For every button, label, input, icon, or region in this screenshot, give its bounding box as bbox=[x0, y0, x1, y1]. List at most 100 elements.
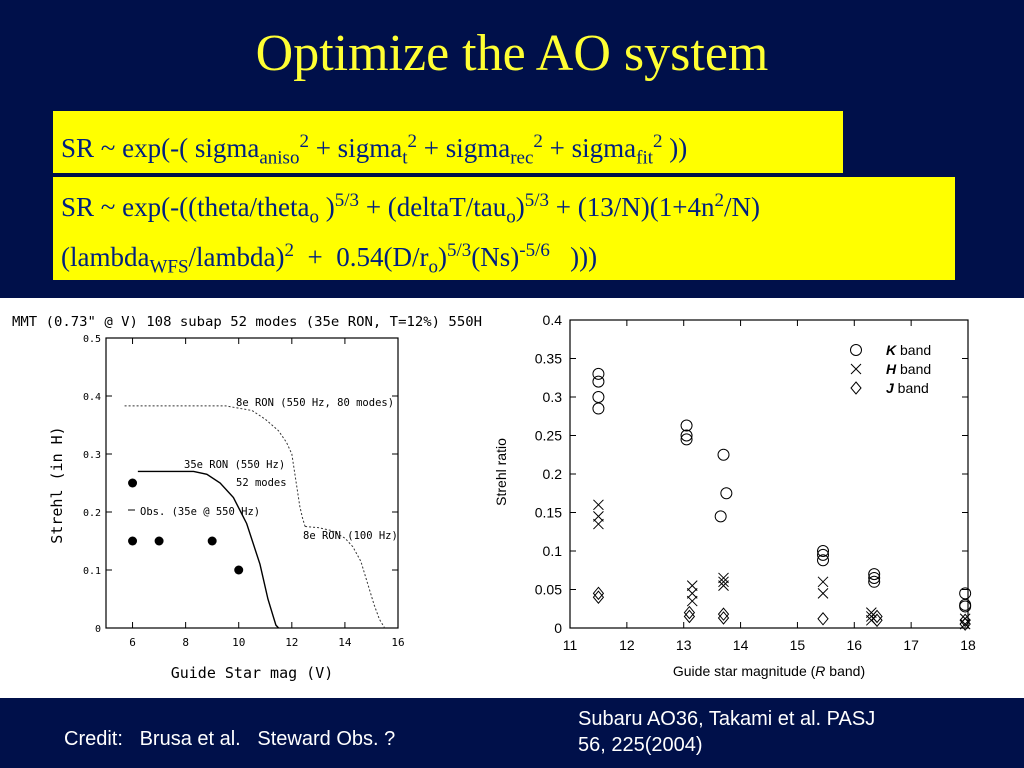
data-point-diamond bbox=[592, 586, 605, 601]
x-tick-label: 15 bbox=[790, 637, 806, 653]
y-tick-label: 0.3 bbox=[83, 450, 101, 461]
x-axis-label-part: band) bbox=[825, 663, 865, 679]
x-tick-label: 12 bbox=[285, 636, 298, 649]
legend-label: J band bbox=[886, 380, 929, 396]
plot-frame bbox=[105, 337, 399, 629]
data-point-circle bbox=[959, 600, 972, 613]
data-point-x bbox=[718, 576, 729, 588]
legend-label: K band bbox=[886, 342, 931, 358]
data-point-diamond bbox=[717, 607, 730, 621]
x-tick-label: 6 bbox=[129, 636, 136, 649]
data-point-circle bbox=[680, 419, 693, 432]
obs-point bbox=[207, 536, 217, 546]
y-tick-label: 0.1 bbox=[83, 566, 101, 577]
chart-title: MMT (0.73" @ V) 108 subap 52 modes (35e … bbox=[12, 314, 482, 330]
x-tick-label: 18 bbox=[960, 637, 976, 653]
x-tick-label: 12 bbox=[619, 637, 635, 653]
y-tick-label: 0.5 bbox=[83, 334, 101, 345]
x-tick-label: 8 bbox=[182, 636, 189, 649]
chart-annotation: 35e RON (550 Hz) bbox=[184, 459, 285, 471]
legend-label-band: K bbox=[886, 342, 897, 358]
y-tick-label: 0.15 bbox=[535, 505, 562, 521]
data-point-circle bbox=[592, 402, 605, 415]
legend-marker-diamond bbox=[850, 381, 862, 395]
chart-annotation: 8e RON (100 Hz) bbox=[303, 530, 398, 542]
y-tick-label: 0.05 bbox=[535, 582, 562, 598]
footer-bar bbox=[0, 698, 1024, 768]
y-tick-label: 0.3 bbox=[543, 389, 563, 405]
data-point-x bbox=[865, 607, 877, 618]
data-point-circle bbox=[592, 367, 605, 380]
y-axis-label: Strehl ratio bbox=[493, 438, 509, 506]
subaru-strehl-chart: 11 12 13 14 15 16 17 18 0 0.05 0.1 0.15 0.2 0.25 0.3 0.… bbox=[493, 312, 976, 679]
y-tick-label: 0.4 bbox=[543, 312, 563, 328]
data-point-diamond bbox=[683, 609, 696, 624]
x-tick-label: 14 bbox=[733, 637, 749, 653]
data-point-diamond bbox=[959, 617, 971, 631]
data-point-diamond bbox=[717, 611, 730, 625]
legend-marker-circle bbox=[850, 344, 862, 356]
data-point-circle bbox=[720, 487, 733, 500]
obs-point bbox=[128, 478, 138, 488]
legend-marker-x bbox=[850, 363, 862, 375]
series-line bbox=[137, 470, 280, 629]
legend-label-band: H bbox=[886, 361, 897, 377]
formula-line-1: SR ~ exp(-((theta/thetao )5/3 + (deltaT/… bbox=[61, 190, 760, 228]
data-point-x bbox=[718, 572, 729, 584]
y-axis-label: Strehl (in H) bbox=[48, 426, 66, 543]
x-axis-label: Guide star magnitude (R band) bbox=[673, 663, 865, 679]
figure-panel bbox=[0, 298, 1024, 698]
y-tick-label: 0 bbox=[95, 624, 101, 635]
x-axis-label: Guide Star mag (V) bbox=[171, 664, 334, 682]
data-point-circle bbox=[592, 375, 605, 388]
slide-title: Optimize the AO system bbox=[255, 25, 769, 82]
series-line bbox=[305, 526, 386, 629]
data-point-x bbox=[959, 618, 971, 630]
formula-line-2: (lambdaWFS/lambda)2 + 0.54(D/ro)5/3(Ns)-… bbox=[61, 240, 598, 278]
data-point-circle bbox=[959, 587, 972, 600]
data-point-x bbox=[686, 580, 698, 592]
data-point-x bbox=[718, 580, 729, 592]
data-point-diamond bbox=[871, 609, 883, 624]
obs-point bbox=[154, 536, 164, 546]
strehl-formula-sigma: SR ~ exp(-( sigmaaniso2 + sigmat2 + sigm… bbox=[53, 111, 843, 173]
legend-label-text: band bbox=[894, 380, 929, 396]
reference-line-1: Subaru AO36, Takami et al. PASJ bbox=[578, 708, 876, 730]
data-point-x bbox=[817, 576, 829, 588]
reference-text: Subaru AO36, Takami et al. PASJ 56, 225(… bbox=[578, 706, 998, 758]
data-point-diamond bbox=[817, 611, 829, 626]
y-tick-label: 0.25 bbox=[535, 428, 562, 444]
data-point-circle bbox=[717, 448, 730, 461]
reference-line-2: 56, 225(2004) bbox=[578, 734, 703, 756]
data-point-circle bbox=[592, 391, 605, 403]
chart-annotation: 8e RON (550 Hz, 80 modes) bbox=[236, 397, 394, 409]
data-point-circle bbox=[868, 571, 881, 584]
y-tick-label: 0.2 bbox=[83, 508, 101, 519]
data-point-x bbox=[817, 587, 829, 599]
y-tick-label: 0.4 bbox=[83, 392, 101, 403]
credit-text: Credit: Brusa et al. Steward Obs. ? bbox=[64, 728, 396, 750]
x-axis-label-part: R bbox=[815, 663, 825, 679]
data-point-circle bbox=[680, 429, 693, 442]
data-point-circle bbox=[868, 568, 881, 581]
x-tick-label: 10 bbox=[232, 636, 245, 649]
x-tick-label: 14 bbox=[338, 636, 352, 649]
data-point-diamond bbox=[683, 605, 696, 620]
data-point-diamond bbox=[871, 613, 883, 628]
data-point-circle bbox=[868, 575, 881, 588]
legend-label-text: band bbox=[896, 342, 931, 358]
y-tick-label: 0.1 bbox=[543, 543, 563, 559]
series-line bbox=[124, 405, 306, 527]
data-point-x bbox=[593, 518, 604, 530]
data-point-circle bbox=[817, 548, 830, 561]
mmt-strehl-chart: MMT (0.73" @ V) 108 subap 52 modes (35e … bbox=[12, 314, 482, 682]
data-point-diamond bbox=[592, 590, 605, 604]
legend-label-band: J bbox=[886, 380, 895, 396]
x-tick-label: 17 bbox=[903, 637, 919, 653]
legend-label-text: band bbox=[896, 361, 931, 377]
obs-point bbox=[234, 565, 244, 575]
data-point-circle bbox=[817, 554, 830, 567]
x-tick-label: 13 bbox=[676, 637, 692, 653]
data-point-circle bbox=[817, 545, 830, 557]
data-point-diamond bbox=[959, 613, 971, 628]
